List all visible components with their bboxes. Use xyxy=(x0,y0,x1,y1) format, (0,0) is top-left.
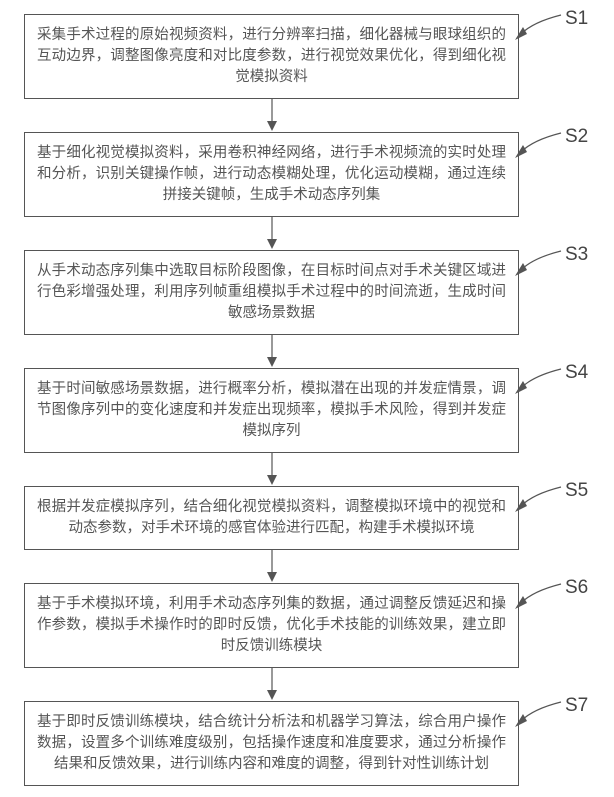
label-arrow-icon xyxy=(511,12,567,42)
step-box-S4: 基于时间敏感场景数据，进行概率分析，模拟潜在出现的并发症情景，调节图像序列中的变… xyxy=(24,368,519,453)
label-arrow-icon xyxy=(511,581,567,611)
down-arrow-icon xyxy=(262,550,282,583)
flowchart-container: 采集手术过程的原始视频资料，进行分辨率扫描，细化器械与眼球组织的互动边界，调整图… xyxy=(0,0,614,797)
label-arrow-icon xyxy=(511,484,567,514)
step-label-S2: S2 xyxy=(565,126,588,148)
step-text: 基于即时反馈训练模块，结合统计分析法和机器学习算法，综合用户操作数据，设置多个训… xyxy=(37,712,506,775)
step-box-S5: 根据并发症模拟序列，结合细化视觉模拟资料，调整模拟环境中的视觉和动态参数，对手术… xyxy=(24,486,519,550)
step-text: 从手术动态序列集中选取目标阶段图像，在目标时间点对手术关键区域进行色彩增强处理，… xyxy=(37,261,506,324)
step-row-S7: 基于即时反馈训练模块，结合统计分析法和机器学习算法，综合用户操作数据，设置多个训… xyxy=(24,701,614,786)
connector-arrow xyxy=(24,217,519,250)
label-arrow-icon xyxy=(511,248,567,278)
step-text: 基于手术模拟环境，利用手术动态序列集的数据，通过调整反馈延迟和操作参数，模拟手术… xyxy=(37,594,506,657)
step-label-S5: S5 xyxy=(565,480,588,502)
step-label-S6: S6 xyxy=(565,577,588,599)
step-text: 基于时间敏感场景数据，进行概率分析，模拟潜在出现的并发症情景，调节图像序列中的变… xyxy=(37,379,506,442)
step-text: 采集手术过程的原始视频资料，进行分辨率扫描，细化器械与眼球组织的互动边界，调整图… xyxy=(37,25,506,88)
step-box-S3: 从手术动态序列集中选取目标阶段图像，在目标时间点对手术关键区域进行色彩增强处理，… xyxy=(24,250,519,335)
connector-arrow xyxy=(24,550,519,583)
connector-arrow xyxy=(24,453,519,486)
label-arrow-icon xyxy=(511,366,567,396)
step-label-S4: S4 xyxy=(565,362,588,384)
down-arrow-icon xyxy=(262,453,282,486)
connector-arrow xyxy=(24,99,519,132)
down-arrow-icon xyxy=(262,99,282,132)
step-label-S1: S1 xyxy=(565,8,588,30)
step-row-S2: 基于细化视觉模拟资料，采用卷积神经网络，进行手术视频流的实时处理和分析，识别关键… xyxy=(24,132,614,217)
step-label-S7: S7 xyxy=(565,695,588,717)
step-box-S7: 基于即时反馈训练模块，结合统计分析法和机器学习算法，综合用户操作数据，设置多个训… xyxy=(24,701,519,786)
step-row-S6: 基于手术模拟环境，利用手术动态序列集的数据，通过调整反馈延迟和操作参数，模拟手术… xyxy=(24,583,614,668)
step-box-S6: 基于手术模拟环境，利用手术动态序列集的数据，通过调整反馈延迟和操作参数，模拟手术… xyxy=(24,583,519,668)
step-box-S1: 采集手术过程的原始视频资料，进行分辨率扫描，细化器械与眼球组织的互动边界，调整图… xyxy=(24,14,519,99)
step-row-S3: 从手术动态序列集中选取目标阶段图像，在目标时间点对手术关键区域进行色彩增强处理，… xyxy=(24,250,614,335)
connector-arrow xyxy=(24,668,519,701)
step-row-S5: 根据并发症模拟序列，结合细化视觉模拟资料，调整模拟环境中的视觉和动态参数，对手术… xyxy=(24,486,614,550)
step-text: 根据并发症模拟序列，结合细化视觉模拟资料，调整模拟环境中的视觉和动态参数，对手术… xyxy=(37,497,506,539)
step-text: 基于细化视觉模拟资料，采用卷积神经网络，进行手术视频流的实时处理和分析，识别关键… xyxy=(37,143,506,206)
label-arrow-icon xyxy=(511,699,567,729)
step-label-S3: S3 xyxy=(565,244,588,266)
step-row-S4: 基于时间敏感场景数据，进行概率分析，模拟潜在出现的并发症情景，调节图像序列中的变… xyxy=(24,368,614,453)
down-arrow-icon xyxy=(262,668,282,701)
down-arrow-icon xyxy=(262,217,282,250)
down-arrow-icon xyxy=(262,335,282,368)
connector-arrow xyxy=(24,335,519,368)
step-box-S2: 基于细化视觉模拟资料，采用卷积神经网络，进行手术视频流的实时处理和分析，识别关键… xyxy=(24,132,519,217)
step-row-S1: 采集手术过程的原始视频资料，进行分辨率扫描，细化器械与眼球组织的互动边界，调整图… xyxy=(24,14,614,99)
label-arrow-icon xyxy=(511,130,567,160)
